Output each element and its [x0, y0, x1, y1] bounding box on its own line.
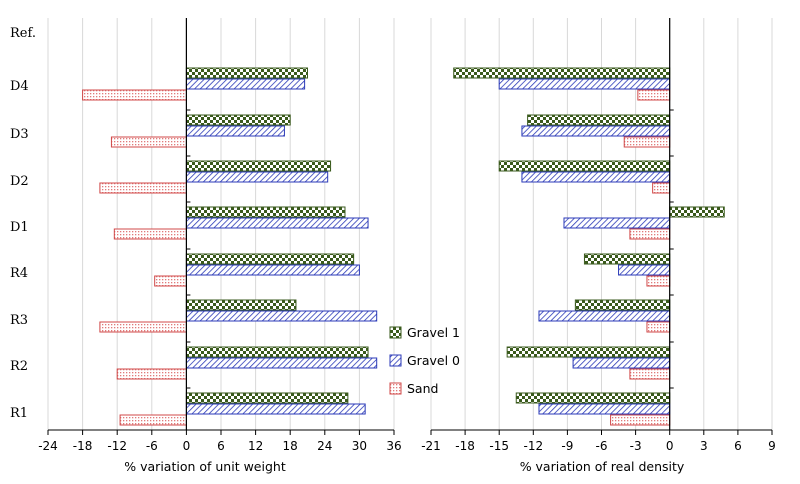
x-tick-label: 18 [283, 439, 298, 453]
bar-gravel-1 [185, 114, 291, 126]
x-tick-label: 3 [700, 439, 708, 453]
bar-sand [119, 414, 187, 426]
bar-gravel-1 [185, 299, 297, 311]
bar-gravel-0 [521, 125, 671, 137]
bar-sand [646, 275, 671, 287]
bar-sand [113, 228, 187, 240]
category-label: R2 [10, 359, 28, 374]
bar-gravel-1 [185, 253, 355, 265]
bar-gravel-0 [185, 403, 366, 415]
axes [47, 18, 773, 435]
x-tick-label: 6 [217, 439, 225, 453]
y-header: Ref. [10, 26, 36, 41]
bar-gravel-0 [538, 310, 671, 322]
bar-sand [637, 89, 671, 101]
x-axis-title-left: % variation of unit weight [124, 459, 286, 474]
x-tick-label: -9 [561, 439, 573, 453]
x-tick-label: -18 [73, 439, 93, 453]
bar-sand [629, 368, 671, 380]
bar-gravel-1 [574, 299, 671, 311]
legend-swatch-sand [389, 382, 402, 395]
legend-label-sand: Sand [407, 381, 438, 396]
bar-sand [629, 228, 671, 240]
bar-gravel-0 [185, 264, 360, 276]
bar-sand [154, 275, 187, 287]
bar-gravel-0 [185, 310, 378, 322]
bars [82, 67, 725, 426]
x-tick-label: 30 [352, 439, 367, 453]
bar-gravel-0 [563, 217, 671, 229]
bar-gravel-1 [185, 206, 346, 218]
x-tick-label: -15 [489, 439, 509, 453]
bar-gravel-0 [538, 403, 671, 415]
category-label: R4 [10, 266, 28, 281]
bar-gravel-1 [185, 392, 349, 404]
bar-gravel-0 [618, 264, 671, 276]
category-label: D1 [10, 220, 29, 235]
x-tick-label: 0 [183, 439, 191, 453]
x-tick-label: 24 [317, 439, 332, 453]
bar-gravel-1 [506, 346, 671, 358]
bar-sand [110, 136, 187, 148]
x-tick-label: 12 [248, 439, 263, 453]
legend-label-gravel-0: Gravel 0 [407, 353, 460, 368]
x-tick-label: -18 [455, 439, 475, 453]
legend-swatch-gravel-1 [389, 326, 402, 339]
bar-sand [623, 136, 671, 148]
bar-sand [610, 414, 671, 426]
bar-gravel-1 [185, 160, 332, 172]
category-label: R1 [10, 406, 28, 421]
bar-gravel-0 [572, 357, 671, 369]
x-tick-label: -12 [523, 439, 543, 453]
bar-sand [99, 321, 187, 333]
bar-gravel-0 [185, 217, 369, 229]
legend: Gravel 1 Gravel 0 Sand [389, 325, 460, 396]
bar-gravel-0 [185, 78, 306, 90]
bar-sand [116, 368, 187, 380]
bar-gravel-1 [185, 346, 369, 358]
x-tick-label: 36 [386, 439, 401, 453]
bar-sand [82, 89, 187, 101]
bar-gravel-1 [527, 114, 671, 126]
bar-sand [99, 182, 187, 194]
bar-gravel-0 [498, 78, 671, 90]
x-tick-label: 6 [734, 439, 742, 453]
x-tick-label: -6 [596, 439, 608, 453]
x-tick-label: -24 [38, 439, 58, 453]
bar-gravel-1 [583, 253, 671, 265]
category-label: D3 [10, 127, 29, 142]
bar-gravel-0 [185, 171, 329, 183]
bar-gravel-0 [521, 171, 671, 183]
labels: -24 -18 -12 -6 0 6 12 18 24 30 36 -21 -18 -15 -12 -9 -6-… [38, 439, 776, 453]
x-tick-label: -6 [146, 439, 158, 453]
category-label: D4 [10, 79, 29, 94]
category-label: R3 [10, 313, 28, 328]
bar-gravel-1 [453, 67, 671, 79]
x-tick-label: 0 [666, 439, 674, 453]
bar-gravel-1 [515, 392, 671, 404]
bar-gravel-1 [669, 206, 725, 218]
bar-sand [652, 182, 671, 194]
x-tick-label: -21 [421, 439, 441, 453]
bar-gravel-0 [185, 125, 285, 137]
x-axis-title-right: % variation of real density [520, 459, 685, 474]
x-tick-label: -3 [630, 439, 642, 453]
bar-gravel-1 [498, 160, 671, 172]
bar-gravel-1 [185, 67, 308, 79]
x-tick-label: -12 [107, 439, 127, 453]
bar-gravel-0 [185, 357, 378, 369]
category-label: D2 [10, 174, 29, 189]
bar-sand [646, 321, 671, 333]
legend-swatch-gravel-0 [389, 354, 402, 367]
x-tick-label: 9 [768, 439, 776, 453]
legend-label-gravel-1: Gravel 1 [407, 325, 460, 340]
